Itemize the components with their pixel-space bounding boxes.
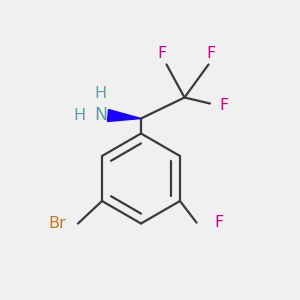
- Polygon shape: [107, 110, 141, 122]
- Text: F: F: [214, 215, 224, 230]
- Text: H: H: [94, 85, 106, 100]
- Text: N: N: [94, 106, 107, 124]
- Text: F: F: [207, 46, 216, 62]
- Text: F: F: [158, 46, 166, 62]
- Text: H: H: [74, 108, 86, 123]
- Text: F: F: [219, 98, 228, 112]
- Text: Br: Br: [48, 216, 66, 231]
